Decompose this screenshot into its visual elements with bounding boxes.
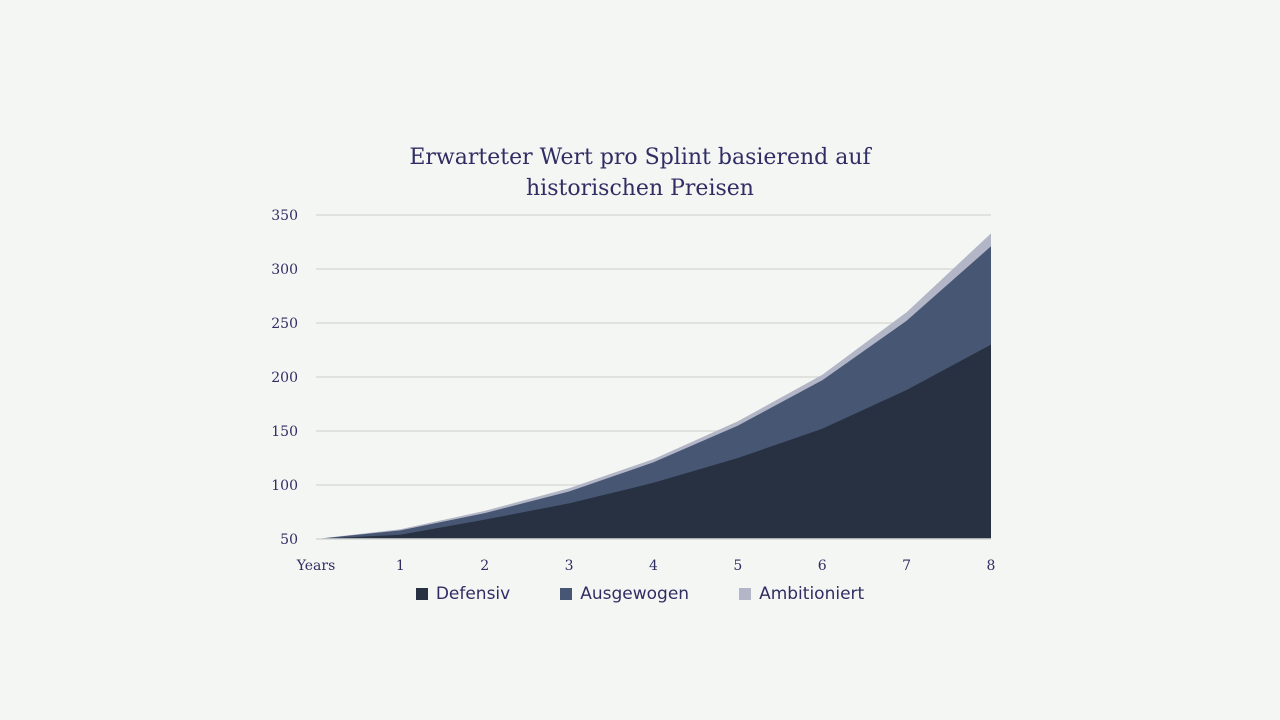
x-tick-label: 7 <box>902 558 911 574</box>
x-tick-label: 6 <box>818 558 827 574</box>
legend: Defensiv Ausgewogen Ambitioniert <box>0 584 1280 604</box>
y-tick-label: 300 <box>271 262 298 278</box>
legend-label-defensiv: Defensiv <box>435 584 511 604</box>
legend-label-ambitioniert: Ambitioniert <box>759 584 865 604</box>
x-tick-label: 1 <box>396 558 405 574</box>
chart-title-line-2: historischen Preisen <box>526 176 754 201</box>
legend-swatch-defensiv <box>415 588 428 600</box>
legend-item-ambitioniert: Ambitioniert <box>739 584 864 604</box>
x-tick-label: 2 <box>480 558 489 574</box>
legend-item-ausgewogen: Ausgewogen <box>560 584 689 604</box>
axis-ticks: 50 100 150 200 250 300 350 Years 1 2 3 4 5 6 7 8 <box>271 208 995 574</box>
x-tick-label: 8 <box>987 558 996 574</box>
chart-title: Erwarteter Wert pro Splint basierend auf… <box>340 142 940 204</box>
x-tick-label: 5 <box>733 558 742 574</box>
y-tick-label: 150 <box>271 424 298 440</box>
y-tick-label: 200 <box>271 370 298 386</box>
x-tick-label: 3 <box>565 558 574 574</box>
x-tick-label: 4 <box>649 558 658 574</box>
x-tick-label: Years <box>296 558 336 574</box>
y-tick-label: 100 <box>271 478 298 494</box>
y-tick-label: 350 <box>271 208 298 224</box>
area-series <box>316 233 991 540</box>
legend-item-defensiv: Defensiv <box>415 584 511 604</box>
legend-swatch-ausgewogen <box>560 588 573 600</box>
chart-title-line-1: Erwarteter Wert pro Splint basierend auf <box>409 145 871 170</box>
area-defensiv <box>316 344 991 539</box>
legend-swatch-ambitioniert <box>739 588 752 600</box>
y-tick-label: 250 <box>271 316 298 332</box>
y-tick-label: 50 <box>280 532 298 548</box>
legend-label-ausgewogen: Ausgewogen <box>580 584 690 604</box>
